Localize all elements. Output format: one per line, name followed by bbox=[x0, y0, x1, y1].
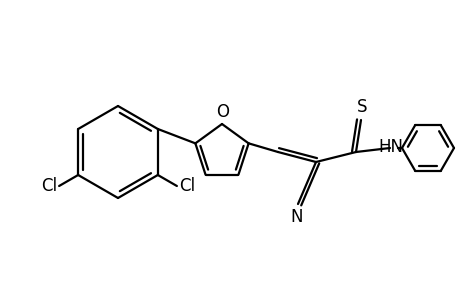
Text: O: O bbox=[216, 103, 229, 121]
Text: S: S bbox=[356, 98, 366, 116]
Text: Cl: Cl bbox=[41, 177, 57, 195]
Text: HN: HN bbox=[378, 138, 403, 156]
Text: N: N bbox=[290, 208, 302, 226]
Text: Cl: Cl bbox=[179, 177, 195, 195]
